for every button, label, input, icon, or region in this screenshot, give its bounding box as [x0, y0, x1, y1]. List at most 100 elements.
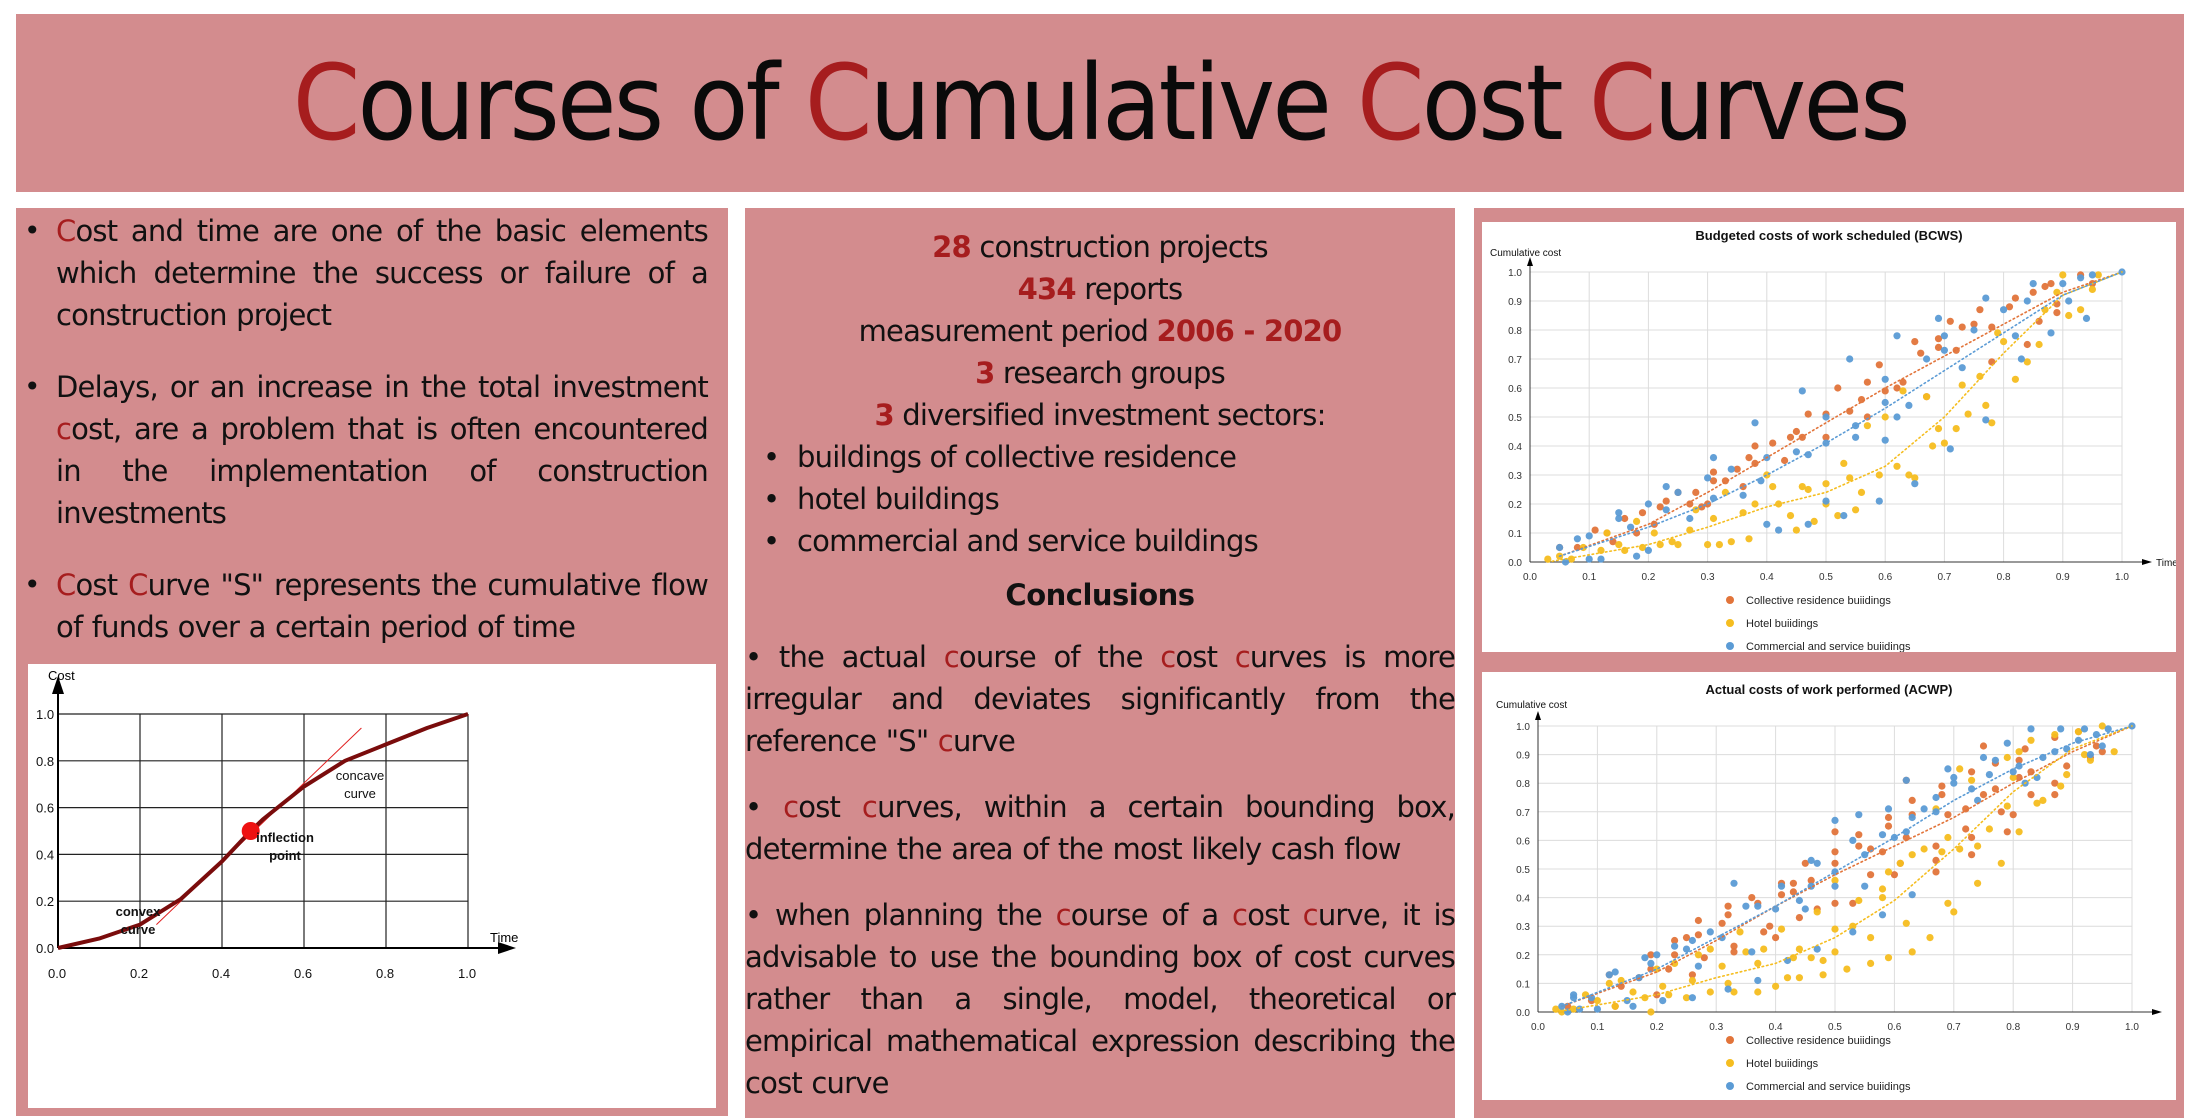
x-tick-label: 0.1 — [1582, 572, 1596, 583]
highlight-letter: C — [56, 214, 76, 248]
s-curve-plot: Cost Time 0.0 0.2 0.4 0.6 0.8 1.0 0.0 0.2 0.4 0.6 0.… — [36, 668, 518, 981]
trend-line — [1547, 271, 2123, 563]
y-tick-label: 0.0 — [1508, 558, 1522, 569]
y-tick-label: 1.0 — [36, 707, 54, 722]
x-tick-label: 0.8 — [376, 966, 394, 981]
trend-line — [1561, 725, 2133, 1008]
y-axis-label: Cost — [48, 668, 75, 683]
s-curve-chart: Cost Time 0.0 0.2 0.4 0.6 0.8 1.0 0.0 0.2 0.4 0.6 0.… — [28, 664, 716, 1108]
trend-line — [1558, 271, 2123, 557]
y-tick-label: 0.5 — [1516, 865, 1530, 876]
stat-value: 28 — [932, 230, 972, 264]
x-tick-label: 0.6 — [294, 966, 312, 981]
x-axis-label: Time — [490, 930, 518, 945]
y-tick-label: 0.2 — [1516, 951, 1530, 962]
sector-item: buildings of collective residence — [745, 436, 1455, 478]
y-axis-arrow-icon — [1535, 711, 1541, 720]
legend-dot-icon — [1726, 642, 1734, 650]
highlight-letter: C — [128, 568, 148, 602]
legend-dot-icon — [1726, 596, 1734, 604]
x-tick-label: 0.2 — [130, 966, 148, 981]
y-tick-label: 0.9 — [1508, 297, 1522, 308]
title-word: of — [688, 42, 779, 164]
highlight-letter: c — [937, 724, 954, 758]
chart-title: Budgeted costs of work scheduled (BCWS) — [1695, 228, 1962, 243]
x-tick-label: 0.9 — [2056, 572, 2070, 583]
stat-line: 28 construction projects — [932, 230, 1269, 264]
chart-title: Actual costs of work performed (ACWP) — [1705, 682, 1952, 697]
stat-value: 2006 - 2020 — [1156, 314, 1343, 348]
conclusion-item: • when planning the course of a cost cur… — [745, 898, 1456, 1100]
x-tick-label: 0.7 — [1947, 1022, 1961, 1033]
y-axis-arrow-icon — [1527, 257, 1533, 266]
x-tick-label: 0.4 — [1769, 1022, 1783, 1033]
stat-line: 434 reports — [1017, 272, 1183, 306]
x-tick-label: 0.3 — [1701, 572, 1715, 583]
intro-panel: Cost and time are one of the basic eleme… — [16, 208, 728, 1116]
highlight-letter: c — [1232, 898, 1248, 932]
y-tick-label: 0.3 — [1508, 471, 1522, 482]
highlight-letter: c — [1160, 640, 1176, 674]
x-axis-arrow-icon — [2152, 1009, 2162, 1015]
x-tick-label: 0.0 — [1531, 1022, 1545, 1033]
conclusion-item: • the actual course of the cost curves i… — [745, 640, 1456, 758]
x-tick-label: 0.5 — [1828, 1022, 1842, 1033]
x-tick-label: 0.4 — [212, 966, 230, 981]
y-axis-label: Cumulative cost — [1496, 700, 1567, 711]
trend-line — [1561, 725, 2133, 1008]
x-tick-label: 0.4 — [1760, 572, 1774, 583]
legend-item: Commercial and service buiidings — [1726, 641, 1911, 653]
legend-item: Collective residence buiidings — [1726, 1035, 1891, 1047]
series-points — [1544, 271, 2102, 563]
x-tick-label: 1.0 — [2125, 1022, 2139, 1033]
legend-label: Hotel buiidings — [1746, 1058, 1819, 1070]
legend-label: Commercial and service buiidings — [1746, 641, 1911, 652]
intro-bullet: Cost and time are one of the basic eleme… — [16, 210, 709, 336]
y-axis-label: Cumulative cost — [1490, 248, 1561, 259]
y-tick-label: 0.5 — [1508, 413, 1522, 424]
x-tick-label: 0.7 — [1937, 572, 1951, 583]
page-title: Courses of Cumulative Cost Curves — [292, 42, 1911, 164]
x-tick-label: 0.6 — [1887, 1022, 1901, 1033]
study-panel: 28 construction projects 434 reports measu… — [745, 208, 1456, 1118]
intro-bullet-list: Cost and time are one of the basic eleme… — [16, 208, 728, 648]
title-word: Curves — [1588, 42, 1911, 164]
x-tick-label: 0.3 — [1709, 1022, 1723, 1033]
chart-annotation: curve — [344, 786, 376, 801]
bcws-chart: Budgeted costs of work scheduled (BCWS) C… — [1482, 222, 2178, 653]
x-tick-label: 0.2 — [1641, 572, 1655, 583]
acwp-chart: Actual costs of work performed (ACWP) Cum… — [1482, 672, 2176, 1100]
sector-list: buildings of collective residencehotel b… — [745, 436, 1455, 562]
y-tick-label: 0.0 — [1516, 1008, 1530, 1019]
chart-annotation: point — [269, 848, 301, 863]
stat-line: 3 diversified investment sectors: — [874, 398, 1326, 432]
legend-dot-icon — [1726, 1082, 1734, 1090]
highlight-letter: c — [1302, 898, 1319, 932]
series-points — [1556, 268, 2126, 566]
chart-annotation: convex — [116, 904, 162, 919]
y-tick-label: 0.4 — [1516, 894, 1530, 905]
y-tick-label: 0.3 — [1516, 922, 1530, 933]
highlight-letter: c — [56, 412, 72, 446]
title-word: Cost — [1356, 42, 1564, 164]
highlight-letter: c — [943, 640, 960, 674]
legend-item: Collective residence buiidings — [1726, 595, 1891, 607]
series-points — [1556, 271, 2096, 552]
study-stats: 28 construction projects 434 reports measu… — [745, 208, 1455, 436]
title-word: Cumulative — [804, 42, 1332, 164]
y-tick-label: 0.8 — [1516, 779, 1530, 790]
title-initial: C — [804, 42, 873, 164]
x-tick-label: 0.9 — [2066, 1022, 2080, 1033]
charts-panel: Budgeted costs of work scheduled (BCWS) C… — [1474, 208, 2184, 1118]
y-tick-label: 0.2 — [1508, 500, 1522, 511]
title-banner: Courses of Cumulative Cost Curves — [16, 14, 2184, 192]
stat-line: 3 research groups — [975, 356, 1226, 390]
sector-item: hotel buildings — [745, 478, 1455, 520]
conclusions-list: • the actual course of the cost curves i… — [745, 616, 1456, 1104]
legend-dot-icon — [1726, 1036, 1734, 1044]
legend-item: Hotel buiidings — [1726, 618, 1819, 630]
y-tick-label: 0.2 — [36, 894, 54, 909]
x-tick-label: 0.8 — [1997, 572, 2011, 583]
x-tick-label: 1.0 — [458, 966, 476, 981]
x-tick-label: 0.0 — [48, 966, 66, 981]
